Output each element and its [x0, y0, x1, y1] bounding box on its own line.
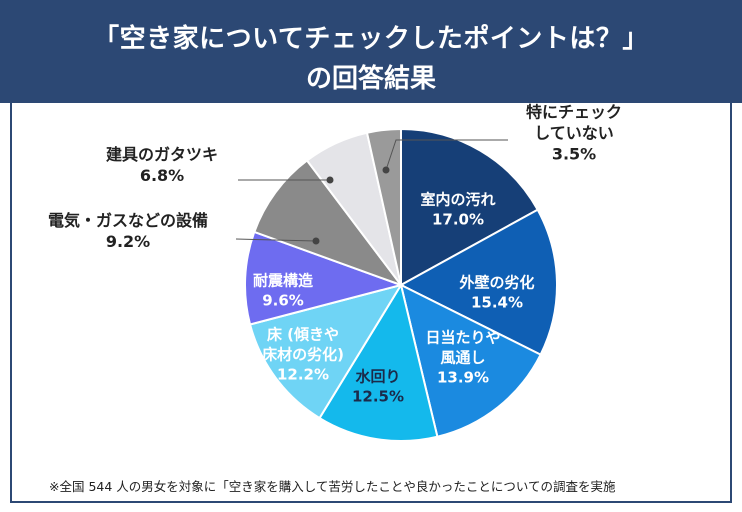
chart-title-line1: 「空き家についてチェックしたポイントは？」: [93, 24, 649, 54]
leader-line: [235, 238, 317, 242]
slice-category-label: 外壁の劣化: [458, 274, 534, 292]
leader-dot: [326, 176, 334, 184]
slice-value-label: 12.2%: [277, 366, 329, 384]
footnote: ※全国 544 人の男女を対象に「空き家を購入して苦労したことや良かったことにつ…: [49, 479, 616, 494]
slice-category-label: 日当たりや: [425, 329, 500, 347]
slice-value-label: 6.8%: [140, 166, 184, 185]
slice-category-label: 室内の汚れ: [420, 191, 495, 209]
slice-value-label: 9.6%: [262, 292, 304, 310]
pie-slice: [399, 283, 542, 438]
slice-category-label: 床材の劣化): [262, 346, 344, 364]
slice-category-label: 床 (傾きや: [267, 326, 339, 344]
pie-slice: [248, 283, 404, 420]
leader-dot: [382, 166, 390, 174]
pie-slice: [253, 159, 404, 288]
pie-slice: [398, 208, 558, 357]
slice-value-label: 13.9%: [437, 369, 489, 387]
slice-value-label: 9.2%: [106, 232, 150, 251]
slice-category-label: 建具のガタツキ: [106, 145, 218, 164]
pie-slice: [400, 127, 539, 287]
title-banner: 「空き家についてチェックしたポイントは？」 の回答結果: [0, 0, 742, 103]
slice-value-label: 15.4%: [471, 294, 523, 312]
slice-category-label: 特にチェック: [526, 103, 622, 122]
slice-value-label: 3.5%: [552, 145, 596, 164]
slice-value-label: 17.0%: [432, 211, 484, 229]
leader-line: [385, 139, 508, 171]
slice-category-label: 耐震構造: [253, 272, 313, 290]
pie-slice: [365, 127, 402, 286]
pie-slice: [318, 282, 439, 442]
slice-value-label: 12.5%: [352, 388, 404, 406]
slice-category-label: 電気・ガスなどの設備: [48, 211, 208, 230]
slice-category-label: 風通し: [440, 349, 485, 367]
slice-category-label: していない: [534, 124, 614, 143]
slice-category-label: 水回り: [355, 368, 400, 386]
leader-dot: [312, 237, 320, 245]
chart-title-line2: の回答結果: [305, 64, 436, 94]
pie-slice: [244, 230, 405, 326]
